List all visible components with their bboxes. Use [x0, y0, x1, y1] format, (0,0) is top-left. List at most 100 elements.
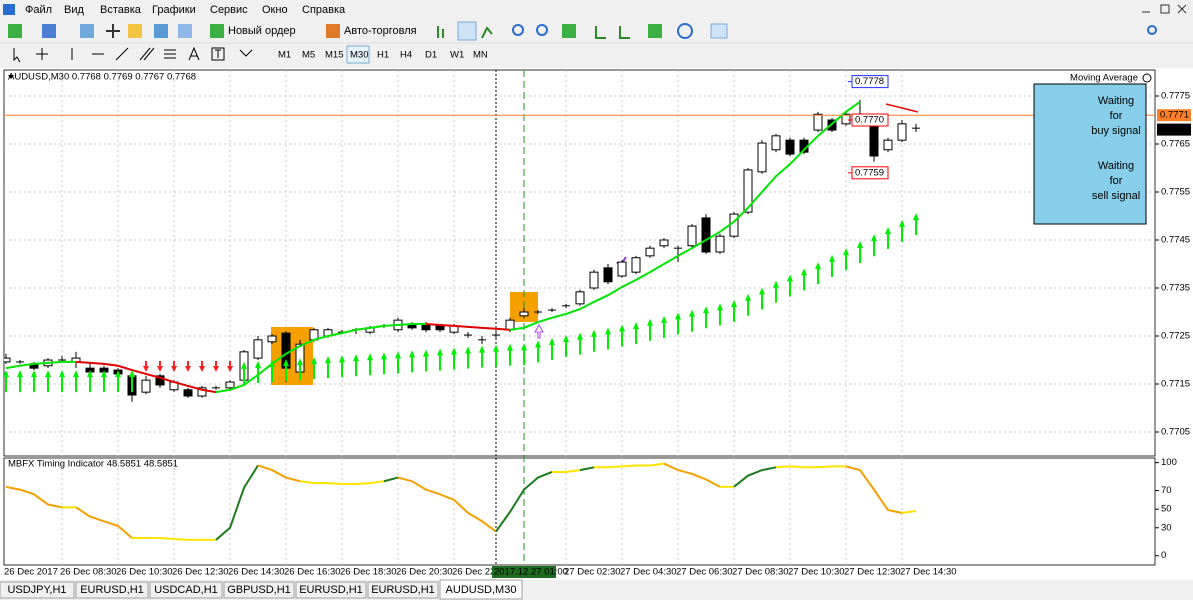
candles-icon[interactable] [457, 21, 477, 41]
fibo-icon[interactable] [164, 49, 176, 59]
down-arrow [185, 361, 191, 372]
candle-body [687, 225, 697, 247]
tab-label[interactable]: GBPUSD,H1 [227, 584, 291, 596]
auto-trading-icon[interactable] [326, 24, 340, 38]
label-icon[interactable] [211, 47, 225, 61]
menu-bar [3, 4, 1187, 15]
terminal-icon[interactable] [154, 24, 168, 38]
candle-body [645, 247, 655, 257]
trendline-icon[interactable] [115, 47, 129, 61]
tab[interactable] [149, 581, 223, 599]
auto-trading-button[interactable]: Авто-торговля [344, 25, 417, 37]
tab[interactable] [367, 581, 439, 599]
navigator-icon[interactable] [106, 24, 120, 38]
menu-item[interactable]: Окно [262, 4, 288, 16]
tab-label[interactable]: USDCAD,H1 [154, 584, 218, 596]
menu-item[interactable]: Вид [64, 4, 84, 16]
shift-icon[interactable] [619, 26, 630, 39]
tab[interactable] [75, 581, 149, 599]
tab-label[interactable]: AUDUSD,M30 [446, 584, 517, 596]
indicators-icon[interactable] [648, 24, 662, 38]
timeframe-button[interactable]: D1 [425, 50, 437, 61]
level-label: 0.7771 [1160, 110, 1189, 121]
search-icon[interactable] [1147, 25, 1157, 35]
up-arrow [899, 219, 905, 242]
new-order-button[interactable]: Новый ордер [228, 25, 296, 37]
app-icon [3, 4, 15, 15]
menu-item[interactable]: Вставка [100, 4, 142, 16]
candle-body [757, 142, 767, 173]
x-tick-label: 2017.12.27 01:00 [494, 567, 568, 578]
projection-line [885, 103, 919, 113]
crosshair-icon[interactable] [36, 48, 48, 60]
arrows-icon[interactable] [239, 49, 253, 57]
signal-text: Waiting [1098, 160, 1134, 172]
market-watch-icon[interactable] [80, 24, 94, 38]
channel-icon[interactable] [139, 47, 155, 61]
tester-icon[interactable] [178, 24, 192, 38]
labels: AUDUSD,M30 0.7768 0.7769 0.7767 0.7768 M… [0, 4, 1191, 600]
candle-body [253, 339, 263, 359]
up-arrow [409, 350, 415, 373]
tab[interactable] [223, 581, 295, 599]
timeframe-button[interactable]: M5 [302, 50, 315, 61]
menu-item[interactable]: Файл [25, 4, 52, 16]
tab-label[interactable]: EURUSD,H1 [371, 584, 435, 596]
price-box [1157, 123, 1191, 136]
tab-label[interactable]: EURUSD,H1 [299, 584, 363, 596]
close[interactable] [1177, 4, 1187, 14]
timeframe-button[interactable]: M30 [350, 50, 368, 61]
level-tag-label: 0.7759 [855, 167, 884, 178]
up-arrow [633, 322, 639, 345]
text-icon[interactable] [188, 46, 200, 61]
timeframe-button[interactable]: H4 [400, 50, 412, 61]
tab[interactable] [0, 581, 75, 599]
zoom-in-icon[interactable] [512, 24, 524, 36]
tab[interactable] [295, 581, 367, 599]
price-pane [3, 69, 1156, 457]
candle-body [883, 139, 893, 151]
tab[interactable] [439, 579, 523, 600]
tab-label[interactable]: EURUSD,H1 [80, 584, 144, 596]
data-window-icon[interactable] [128, 24, 142, 38]
x-tick-label: 26 Dec 16:30 [284, 567, 341, 578]
line-chart-icon[interactable] [481, 26, 493, 39]
timeframe-button[interactable]: MN [473, 50, 488, 61]
zoom-out-icon[interactable] [536, 24, 548, 36]
menu-item[interactable]: Графики [152, 4, 196, 16]
tile-icon[interactable] [562, 24, 576, 38]
new-order-icon[interactable] [210, 24, 224, 38]
up-arrow [381, 352, 387, 375]
close-indicator[interactable] [1142, 73, 1152, 83]
timeframe-button[interactable]: H1 [377, 50, 389, 61]
cursor-icon[interactable] [13, 48, 21, 63]
level-tag [851, 113, 889, 127]
y-tick-label: 70 [1161, 485, 1172, 496]
menu-item[interactable]: Сервис [210, 4, 248, 16]
x-tick-label: 27 Dec 04:30 [620, 567, 677, 578]
menu-item[interactable]: Справка [302, 4, 346, 16]
templates-icon[interactable] [710, 23, 728, 39]
tab-label[interactable]: USDJPY,H1 [7, 584, 66, 596]
bar-chart-icon[interactable] [437, 26, 444, 38]
mbfx-line [132, 537, 216, 541]
periods-icon[interactable] [677, 23, 693, 39]
profiles-icon[interactable] [42, 24, 56, 38]
new-chart-icon[interactable] [8, 24, 22, 38]
signal-text: for [1110, 175, 1123, 187]
candle-body [785, 139, 795, 155]
restore[interactable] [1160, 4, 1170, 14]
level-box [1157, 109, 1191, 122]
x-tick-label: 26 Dec 12:30 [172, 567, 229, 578]
scroll-icon[interactable] [595, 26, 606, 39]
moving-average [215, 323, 426, 394]
moving-average [509, 100, 861, 331]
up-arrow [815, 262, 821, 285]
timeframe-button[interactable]: W1 [450, 50, 464, 61]
timeframe-button[interactable]: M1 [278, 50, 291, 61]
candle-body [603, 267, 613, 283]
timeframe-button[interactable]: M15 [325, 50, 343, 61]
up-arrow [45, 370, 51, 393]
mbfx-line [299, 480, 385, 486]
candle-body [813, 113, 823, 131]
